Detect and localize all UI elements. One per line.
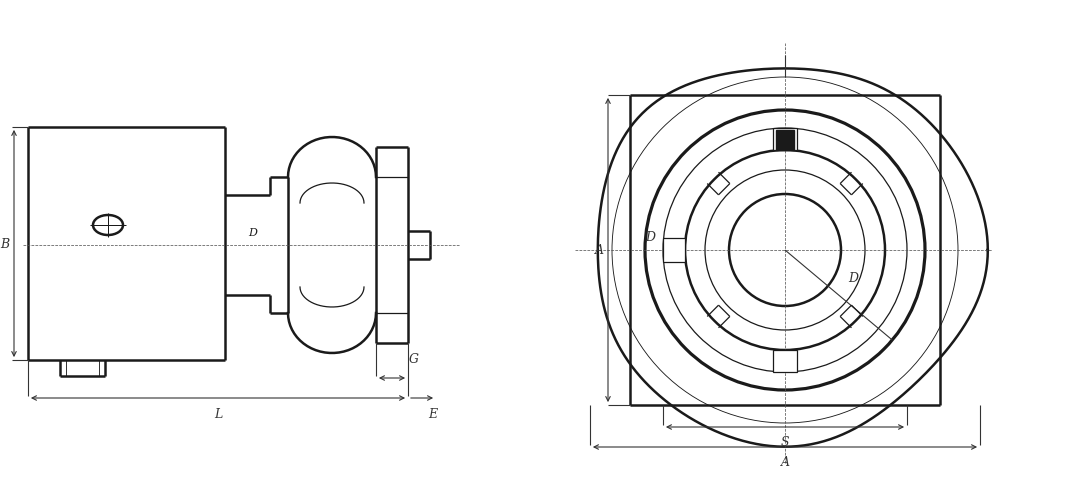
Text: B: B xyxy=(0,239,10,251)
Text: G: G xyxy=(409,353,419,366)
Text: A: A xyxy=(781,456,789,469)
Text: A: A xyxy=(594,244,603,256)
Polygon shape xyxy=(663,238,685,262)
Text: S: S xyxy=(781,436,789,449)
Polygon shape xyxy=(773,350,797,372)
Polygon shape xyxy=(773,128,797,150)
Bar xyxy=(776,130,794,150)
Text: D: D xyxy=(645,231,655,244)
Text: E: E xyxy=(428,408,437,421)
Text: L: L xyxy=(214,408,222,421)
Text: D: D xyxy=(248,228,257,238)
Text: D: D xyxy=(848,272,858,284)
